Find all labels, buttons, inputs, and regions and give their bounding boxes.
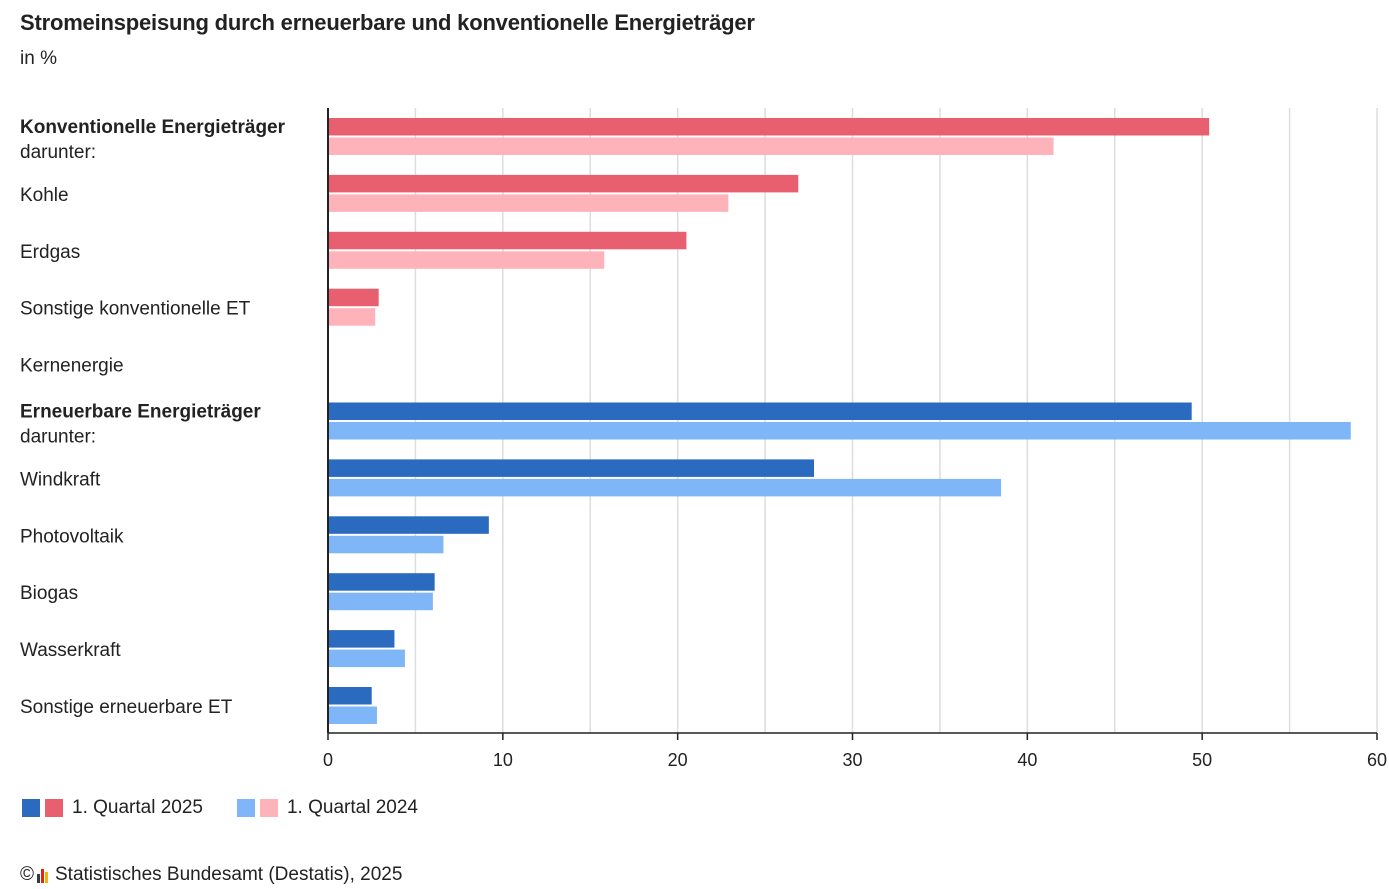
legend-swatch-2024-renewable [236, 799, 255, 817]
bar-2025 [328, 402, 1192, 420]
legend: 1. Quartal 2025 1. Quartal 2024 [22, 797, 452, 819]
x-tick-label: 30 [842, 750, 862, 770]
category-sublabel: darunter: [20, 142, 96, 163]
bar-2025 [328, 174, 799, 193]
bar-2024 [328, 592, 433, 611]
bar-2024 [328, 251, 605, 269]
destatis-logo-icon [37, 867, 49, 883]
x-tick-label: 0 [323, 750, 333, 770]
bar-chart: Konventionelle Energieträger darunter: Koh… [20, 108, 1387, 770]
bar-2025 [328, 630, 395, 648]
category-label: Kohle [20, 185, 69, 206]
legend-swatch-2025-renewable [22, 799, 40, 817]
bar-2024 [328, 478, 1002, 497]
source-footer: © Statistisches Bundesamt (Destatis), 20… [20, 864, 402, 886]
category-label: Konventionelle Energieträger [20, 117, 286, 138]
legend-label-2025: 1. Quartal 2025 [72, 797, 203, 818]
bar-2025 [328, 118, 1210, 136]
x-tick-label: 60 [1367, 750, 1387, 770]
category-label: Kernenergie [20, 356, 124, 377]
bar-2024 [328, 194, 729, 212]
chart-title: Stromeinspeisung durch erneuerbare und k… [20, 10, 755, 35]
legend-label-2024: 1. Quartal 2024 [286, 797, 418, 818]
category-label: Biogas [20, 583, 78, 604]
bar-2025 [328, 231, 687, 250]
chart-unit: in % [20, 48, 57, 69]
bar-2024 [328, 649, 405, 668]
bar-2025 [328, 573, 435, 591]
legend-item-2025: 1. Quartal 2025 [22, 797, 203, 819]
source-text: Statistisches Bundesamt (Destatis), 2025 [55, 864, 403, 885]
x-tick-label: 50 [1192, 750, 1212, 770]
bar-2025 [328, 687, 372, 705]
copyright-symbol: © [20, 864, 34, 885]
bar-2024 [328, 422, 1351, 440]
bar-2025 [328, 516, 489, 534]
legend-swatch-2025-conventional [45, 799, 63, 817]
category-label: Photovoltaik [20, 526, 124, 547]
category-sublabel: darunter: [20, 427, 96, 448]
category-label: Sonstige konventionelle ET [20, 299, 251, 320]
x-tick-label: 20 [668, 750, 688, 770]
category-label: Windkraft [20, 469, 101, 490]
category-label: Sonstige erneuerbare ET [20, 697, 233, 718]
bar-2025 [328, 459, 815, 477]
bar-2024 [328, 535, 444, 554]
legend-item-2024: 1. Quartal 2024 [236, 797, 418, 819]
category-label: Wasserkraft [20, 640, 121, 661]
legend-swatch-2024-conventional [259, 799, 278, 817]
bar-2025 [328, 288, 379, 307]
category-label: Erneuerbare Energieträger [20, 402, 261, 423]
bar-2024 [328, 308, 376, 326]
category-label: Erdgas [20, 242, 80, 263]
x-tick-label: 40 [1017, 750, 1037, 770]
x-tick-label: 10 [493, 750, 513, 770]
bar-2024 [328, 137, 1054, 155]
bar-2024 [328, 706, 377, 724]
